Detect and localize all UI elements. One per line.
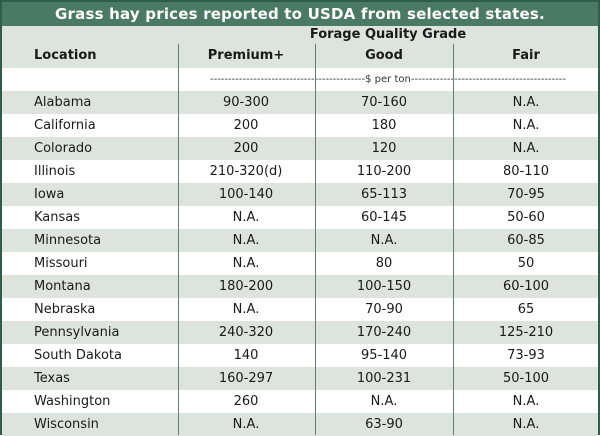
table-row: Minnesota N.A. N.A. 60-85 xyxy=(2,229,598,252)
column-divider xyxy=(453,44,454,435)
table-row: Colorado 200 120 N.A. xyxy=(2,137,598,160)
table-row: Missouri N.A. 80 50 xyxy=(2,252,598,275)
cell-premium: N.A. xyxy=(232,417,260,432)
column-header-good: Good xyxy=(365,48,403,63)
cell-premium: N.A. xyxy=(232,302,260,317)
table-row: Illinois 210-320(d) 110-200 80-110 xyxy=(2,160,598,183)
cell-fair: N.A. xyxy=(512,118,540,133)
cell-good: 70-160 xyxy=(360,95,408,110)
cell-location: Nebraska xyxy=(34,302,96,317)
cell-premium: N.A. xyxy=(232,210,260,225)
cell-premium: 210-320(d) xyxy=(209,164,283,179)
cell-location: Alabama xyxy=(34,95,92,110)
table-body: Alabama 90-300 70-160 N.A. California 200 180 N… xyxy=(2,91,598,436)
cell-premium: 90-300 xyxy=(222,95,270,110)
cell-premium: 200 xyxy=(233,141,259,156)
cell-fair: 80-110 xyxy=(502,164,550,179)
column-header-fair: Fair xyxy=(512,48,540,63)
cell-fair: N.A. xyxy=(512,417,540,432)
cell-premium: N.A. xyxy=(232,256,260,271)
table-row: South Dakota 140 95-140 73-93 xyxy=(2,344,598,367)
cell-good: N.A. xyxy=(370,233,398,248)
cell-fair: 50-60 xyxy=(507,210,545,225)
cell-location: California xyxy=(34,118,96,133)
table-row: Kansas N.A. 60-145 50-60 xyxy=(2,206,598,229)
cell-fair: 50 xyxy=(517,256,535,271)
header-group-row: Forage Quality Grade xyxy=(2,26,598,44)
cell-good: 100-150 xyxy=(356,279,412,294)
table-row: Iowa 100-140 65-113 70-95 xyxy=(2,183,598,206)
header-column-row: Location Premium+ Good Fair xyxy=(2,44,598,68)
cell-location: Kansas xyxy=(34,210,81,225)
cell-good: 100-231 xyxy=(356,371,412,386)
cell-good: 95-140 xyxy=(360,348,408,363)
forage-quality-grade-label: Forage Quality Grade xyxy=(309,27,467,42)
cell-location: Washington xyxy=(34,394,111,409)
cell-fair: N.A. xyxy=(512,394,540,409)
cell-fair: 60-85 xyxy=(507,233,545,248)
cell-fair: 65 xyxy=(517,302,535,317)
cell-location: Missouri xyxy=(34,256,88,271)
cell-premium: 260 xyxy=(233,394,259,409)
cell-good: 110-200 xyxy=(356,164,412,179)
cell-premium: 200 xyxy=(233,118,259,133)
table-title: Grass hay prices reported to USDA from s… xyxy=(2,2,598,26)
cell-premium: 180-200 xyxy=(218,279,274,294)
cell-location: Iowa xyxy=(34,187,65,202)
cell-fair: N.A. xyxy=(512,95,540,110)
column-divider xyxy=(178,44,179,435)
cell-fair: 73-93 xyxy=(507,348,545,363)
unit-label: ----------------------------------------… xyxy=(209,74,567,85)
cell-fair: 70-95 xyxy=(507,187,545,202)
cell-location: Minnesota xyxy=(34,233,102,248)
table-row: Wisconsin N.A. 63-90 N.A. xyxy=(2,413,598,436)
cell-location: Texas xyxy=(34,371,70,386)
cell-good: 60-145 xyxy=(360,210,408,225)
table-row: Nebraska N.A. 70-90 65 xyxy=(2,298,598,321)
table-row: Texas 160-297 100-231 50-100 xyxy=(2,367,598,390)
cell-good: 170-240 xyxy=(356,325,412,340)
cell-good: N.A. xyxy=(370,394,398,409)
table-row: Alabama 90-300 70-160 N.A. xyxy=(2,91,598,114)
column-divider xyxy=(315,44,316,435)
cell-good: 80 xyxy=(375,256,393,271)
cell-premium: 160-297 xyxy=(218,371,274,386)
table-row: California 200 180 N.A. xyxy=(2,114,598,137)
cell-premium: 140 xyxy=(233,348,259,363)
cell-good: 180 xyxy=(371,118,397,133)
cell-fair: 50-100 xyxy=(502,371,550,386)
cell-premium: 240-320 xyxy=(218,325,274,340)
column-header-location: Location xyxy=(34,48,97,63)
column-header-premium: Premium+ xyxy=(207,48,285,63)
cell-premium: 100-140 xyxy=(218,187,274,202)
cell-fair: 60-100 xyxy=(502,279,550,294)
cell-location: Wisconsin xyxy=(34,417,99,432)
table-row: Pennsylvania 240-320 170-240 125-210 xyxy=(2,321,598,344)
cell-fair: N.A. xyxy=(512,141,540,156)
unit-row: ----------------------------------------… xyxy=(2,68,598,91)
table-row: Washington 260 N.A. N.A. xyxy=(2,390,598,413)
cell-location: South Dakota xyxy=(34,348,122,363)
cell-premium: N.A. xyxy=(232,233,260,248)
cell-location: Illinois xyxy=(34,164,76,179)
cell-location: Pennsylvania xyxy=(34,325,120,340)
cell-good: 70-90 xyxy=(365,302,403,317)
cell-good: 65-113 xyxy=(360,187,408,202)
cell-location: Colorado xyxy=(34,141,93,156)
cell-fair: 125-210 xyxy=(498,325,554,340)
cell-good: 120 xyxy=(371,141,397,156)
cell-good: 63-90 xyxy=(365,417,403,432)
cell-location: Montana xyxy=(34,279,91,294)
table-row: Montana 180-200 100-150 60-100 xyxy=(2,275,598,298)
